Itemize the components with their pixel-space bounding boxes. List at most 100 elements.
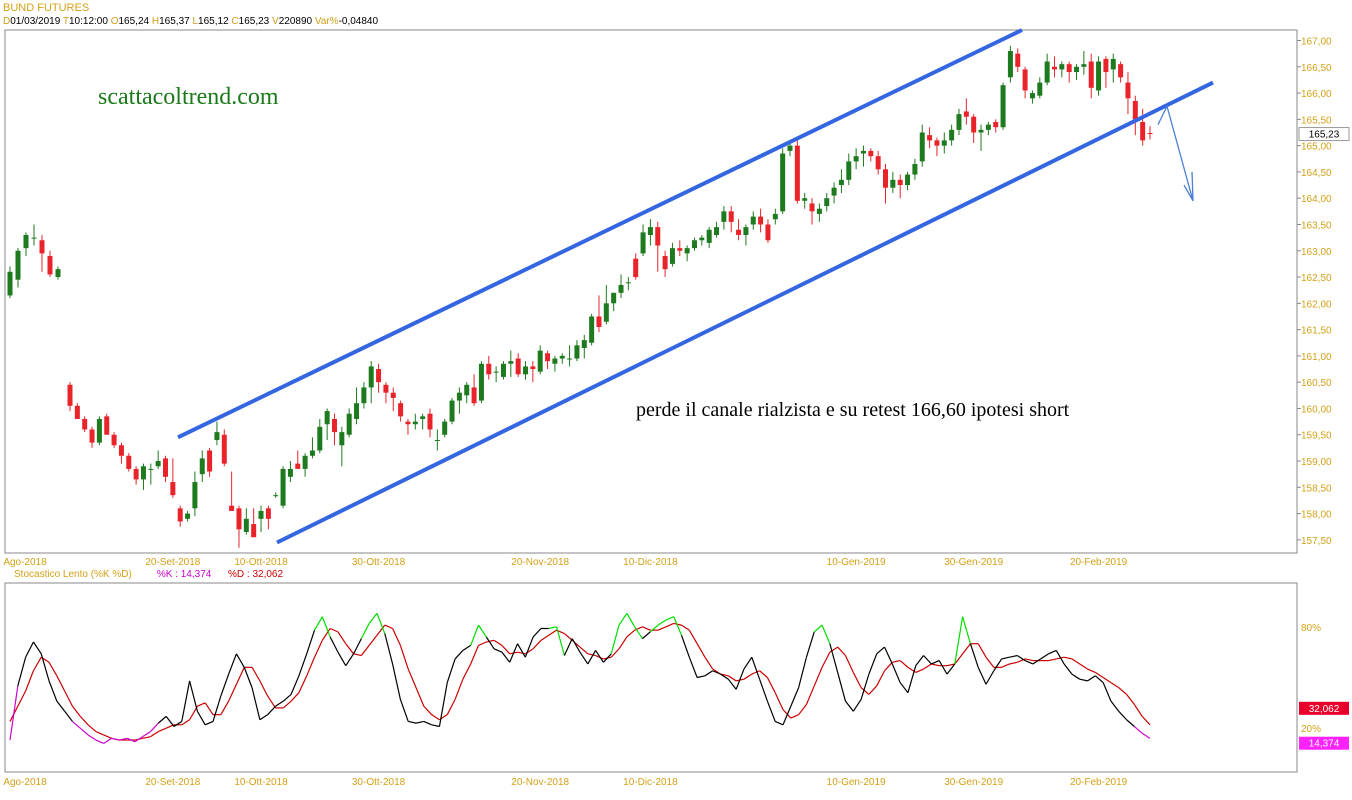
d-line-segment bbox=[181, 719, 190, 726]
k-line-segment bbox=[626, 612, 636, 628]
k-line-segment bbox=[1032, 658, 1042, 665]
k-line-segment bbox=[798, 657, 808, 688]
osc-x-tick-label: 20-Set-2018 bbox=[145, 777, 200, 788]
candle-down bbox=[163, 458, 169, 477]
channel-lower-line[interactable] bbox=[276, 80, 1214, 545]
candle-down bbox=[133, 468, 139, 480]
candle-down bbox=[794, 145, 800, 201]
k-line-segment bbox=[1094, 675, 1104, 684]
k-line-segment bbox=[243, 667, 253, 688]
candle-up bbox=[1044, 61, 1050, 83]
d-value-box bbox=[1299, 701, 1349, 715]
candle-up bbox=[148, 468, 154, 470]
candle-up bbox=[860, 150, 866, 154]
k-line-segment bbox=[805, 631, 815, 658]
candle-down bbox=[221, 434, 227, 464]
candle-up bbox=[919, 132, 925, 162]
candle-down bbox=[427, 413, 433, 430]
k-line-segment bbox=[1087, 675, 1096, 682]
d-line-segment bbox=[876, 670, 886, 687]
k-line-segment bbox=[228, 653, 237, 675]
candle-down bbox=[405, 421, 411, 425]
candle-up bbox=[243, 518, 249, 532]
watermark-text: scattacoltrend.com bbox=[98, 84, 279, 110]
k-line-segment bbox=[399, 699, 409, 722]
candle-down bbox=[486, 363, 492, 375]
d-line-segment bbox=[197, 702, 206, 707]
candle-up bbox=[559, 355, 565, 359]
k-line-segment bbox=[290, 675, 300, 695]
d-line-segment bbox=[462, 663, 472, 680]
candle-up bbox=[537, 350, 543, 372]
candle-up bbox=[55, 269, 61, 278]
forecast-arrow bbox=[1157, 104, 1194, 202]
k-line-segment bbox=[696, 675, 706, 679]
y-tick-label: 166,00 bbox=[1301, 89, 1332, 100]
k-line-segment bbox=[860, 673, 870, 700]
candle-up bbox=[23, 234, 29, 249]
readout-value: 220890 bbox=[278, 16, 315, 27]
d-line-segment bbox=[1141, 715, 1151, 726]
candle-up bbox=[669, 248, 675, 264]
readout-key: D bbox=[3, 16, 11, 27]
k-line-segment bbox=[134, 736, 144, 743]
d-line-segment bbox=[368, 634, 378, 646]
readout-key: L bbox=[192, 16, 199, 27]
d-line-segment bbox=[868, 685, 878, 695]
d-line-segment bbox=[946, 663, 955, 667]
k-line-segment bbox=[384, 633, 394, 665]
d-line-segment bbox=[1110, 682, 1120, 689]
d-line-segment bbox=[829, 646, 838, 653]
d-line-segment bbox=[821, 651, 831, 668]
osc-x-tick-label: 10-Gen-2019 bbox=[827, 777, 886, 788]
candle-down bbox=[963, 111, 969, 117]
readout-field: L165,12 bbox=[192, 16, 231, 27]
k-line-segment bbox=[181, 680, 191, 722]
candle-down bbox=[1140, 121, 1146, 141]
d-line-segment bbox=[493, 639, 503, 646]
d-line-segment bbox=[337, 631, 347, 645]
candle-up bbox=[574, 345, 580, 359]
candle-down bbox=[868, 150, 874, 157]
k-line-segment bbox=[1055, 650, 1065, 665]
candle-down bbox=[662, 256, 668, 270]
d-line-segment bbox=[313, 640, 323, 658]
candle-down bbox=[295, 463, 301, 469]
readout-field: O165,24 bbox=[111, 16, 152, 27]
k-line-segment bbox=[25, 641, 34, 658]
candle-up bbox=[185, 513, 191, 519]
candle-down bbox=[530, 366, 536, 370]
k-line-segment bbox=[111, 737, 120, 741]
k-line-segment bbox=[1063, 663, 1073, 675]
candle-up bbox=[420, 416, 426, 419]
d-value-box-label: 32,062 bbox=[1309, 704, 1340, 715]
candle-up bbox=[464, 384, 470, 396]
candle-up bbox=[625, 282, 631, 284]
d-line-segment bbox=[899, 660, 909, 668]
k-line-segment bbox=[431, 724, 440, 728]
candle-down bbox=[765, 224, 771, 241]
channel-upper-line[interactable] bbox=[177, 28, 1023, 440]
candle-up bbox=[699, 237, 705, 241]
d-line-segment bbox=[751, 670, 760, 675]
k-line-segment bbox=[251, 687, 261, 720]
d-line-segment bbox=[728, 675, 737, 682]
k-line-segment bbox=[985, 670, 995, 685]
candle-down bbox=[177, 508, 183, 522]
d-line-segment bbox=[766, 677, 776, 693]
k-line-segment bbox=[704, 670, 714, 677]
candle-down bbox=[471, 387, 477, 404]
k-line-segment bbox=[477, 624, 487, 638]
readout-value: 165,37 bbox=[159, 16, 193, 27]
ohlc-readout: D01/03/2019 T10:12:00 O165,24 H165,37 L1… bbox=[3, 16, 378, 27]
y-tick-label: 164,50 bbox=[1301, 168, 1332, 179]
candle-up bbox=[258, 510, 264, 519]
chart-title: BUND FUTURES bbox=[3, 2, 90, 14]
d-line-segment bbox=[805, 685, 815, 705]
candle-down bbox=[170, 482, 176, 496]
k-line-segment bbox=[212, 695, 222, 722]
y-tick-label: 162,00 bbox=[1301, 299, 1332, 310]
d-line-segment bbox=[345, 643, 355, 655]
x-tick-label: 10-Gen-2019 bbox=[827, 557, 886, 568]
